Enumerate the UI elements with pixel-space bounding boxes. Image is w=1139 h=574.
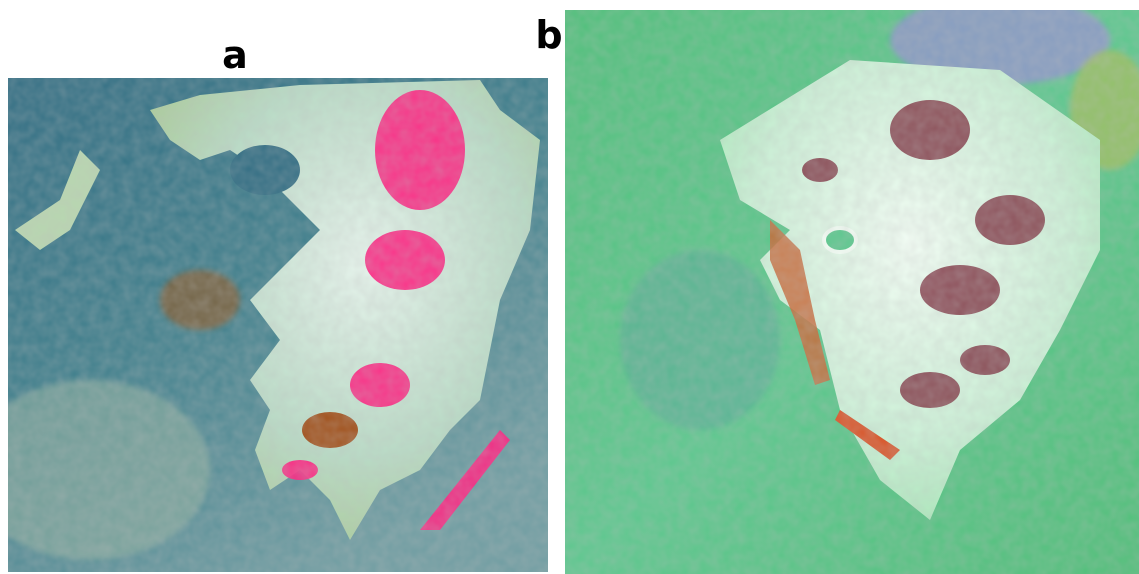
panel-b-image xyxy=(565,0,1139,574)
panel-label: a xyxy=(222,33,248,77)
panel-label: b xyxy=(535,13,562,57)
texture xyxy=(565,10,1139,574)
texture xyxy=(8,78,548,572)
panel-a-image xyxy=(0,78,548,572)
figure: a b xyxy=(0,0,1139,574)
page: a b (() => { const data = JSON.parse(doc… xyxy=(0,0,1139,574)
